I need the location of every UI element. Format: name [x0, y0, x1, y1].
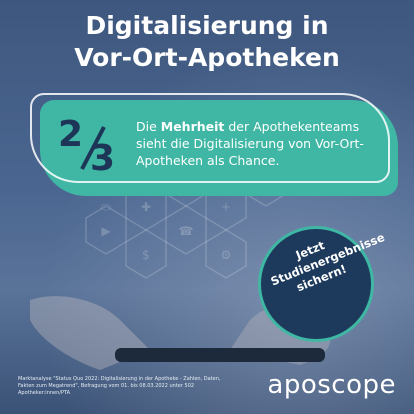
- fraction-numerator: 2: [58, 114, 84, 155]
- statistic-banner: [40, 100, 398, 196]
- headline-line-2: Vor-Ort-Apotheken: [74, 43, 340, 72]
- banner-outline: [30, 93, 390, 183]
- highlight-word: Mehrheit: [160, 119, 225, 134]
- cta-badge[interactable]: [258, 226, 374, 342]
- headline: Digitalisierung in Vor-Ort-Apotheken: [0, 10, 414, 74]
- source-footnote: Marktanalyse "Status Quo 2022: Digitalis…: [18, 376, 221, 396]
- fraction-slash: [80, 126, 106, 170]
- aposcope-logo: aposcope: [267, 370, 396, 400]
- statistic-text: Die Mehrheit der Apothekenteams sieht di…: [136, 119, 364, 168]
- headline-line-1: Digitalisierung in: [85, 11, 329, 40]
- two-thirds-fraction: 2 3: [58, 117, 124, 181]
- fraction-denominator: 3: [90, 138, 116, 179]
